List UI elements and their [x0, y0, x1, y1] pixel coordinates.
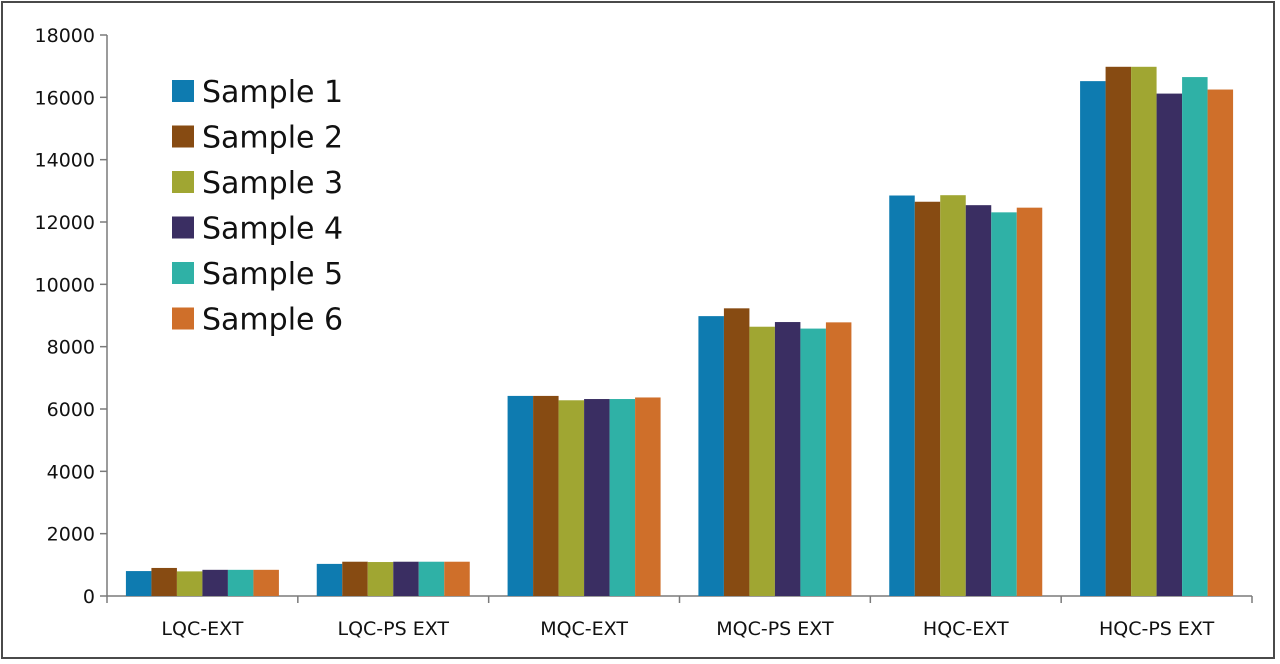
x-tick-label: MQC-EXT — [540, 618, 628, 640]
bar — [889, 195, 915, 596]
bar — [584, 399, 610, 596]
legend-label: Sample 5 — [202, 257, 343, 292]
bar — [609, 399, 636, 596]
legend-label: Sample 3 — [202, 166, 343, 201]
y-tick-label: 14000 — [35, 150, 95, 172]
x-tick-label: MQC-PS EXT — [716, 618, 834, 640]
legend-label: Sample 1 — [202, 75, 343, 110]
bar — [444, 561, 470, 596]
y-tick-label: 0 — [83, 586, 95, 608]
bar — [1016, 207, 1043, 596]
bar — [698, 316, 724, 596]
bar — [342, 561, 368, 596]
x-tick-label: HQC-PS EXT — [1099, 618, 1215, 640]
y-tick-label: 16000 — [35, 87, 95, 109]
bar — [991, 212, 1017, 597]
bar — [367, 562, 394, 596]
x-tick-label: LQC-PS EXT — [337, 618, 449, 640]
y-tick-label: 10000 — [35, 274, 95, 296]
bar — [1156, 93, 1183, 597]
legend-swatch — [172, 125, 194, 148]
legend-label: Sample 2 — [202, 121, 343, 156]
bar — [774, 322, 801, 596]
bar — [227, 569, 254, 596]
y-tick-label: 2000 — [47, 524, 95, 546]
y-tick-label: 6000 — [47, 399, 95, 421]
bar — [965, 205, 992, 597]
bar — [151, 567, 177, 596]
bar — [316, 563, 343, 596]
legend-swatch — [172, 262, 194, 284]
bar — [125, 571, 152, 596]
bar — [635, 397, 661, 596]
bar — [825, 322, 852, 596]
legend-swatch — [172, 171, 194, 193]
bar — [558, 400, 585, 596]
legend-swatch — [172, 80, 194, 102]
bar — [940, 195, 966, 597]
bar — [393, 561, 419, 596]
legend-label: Sample 4 — [202, 212, 343, 247]
bar — [418, 561, 445, 596]
bar — [253, 569, 279, 596]
x-tick-label: LQC-EXT — [161, 618, 243, 640]
legend-swatch — [172, 216, 194, 239]
legend-swatch — [172, 307, 194, 330]
y-tick-label: 8000 — [47, 337, 95, 359]
bar — [723, 308, 750, 596]
bar — [202, 569, 228, 596]
bars — [125, 66, 1234, 597]
bar — [533, 395, 559, 596]
y-tick-label: 12000 — [35, 212, 95, 234]
bar — [1105, 66, 1132, 597]
bar — [800, 328, 826, 596]
bar — [507, 395, 534, 596]
axes: 0 2000 4000 6000 8000 10000 12000 14000 16000 180… — [35, 25, 1253, 640]
legend: Sample 1 Sample 2 Sample 3 Sample 4 Sample 5… — [172, 75, 343, 338]
bar — [176, 571, 203, 596]
bar — [1131, 66, 1157, 597]
bar — [1207, 89, 1234, 597]
bar — [749, 326, 775, 596]
legend-label: Sample 6 — [202, 303, 343, 338]
bar — [1182, 77, 1208, 596]
x-tick-label: HQC-EXT — [923, 618, 1009, 640]
bar — [1080, 81, 1106, 597]
y-tick-label: 4000 — [47, 461, 95, 483]
y-tick-label: 18000 — [35, 25, 95, 47]
bar — [914, 201, 941, 596]
